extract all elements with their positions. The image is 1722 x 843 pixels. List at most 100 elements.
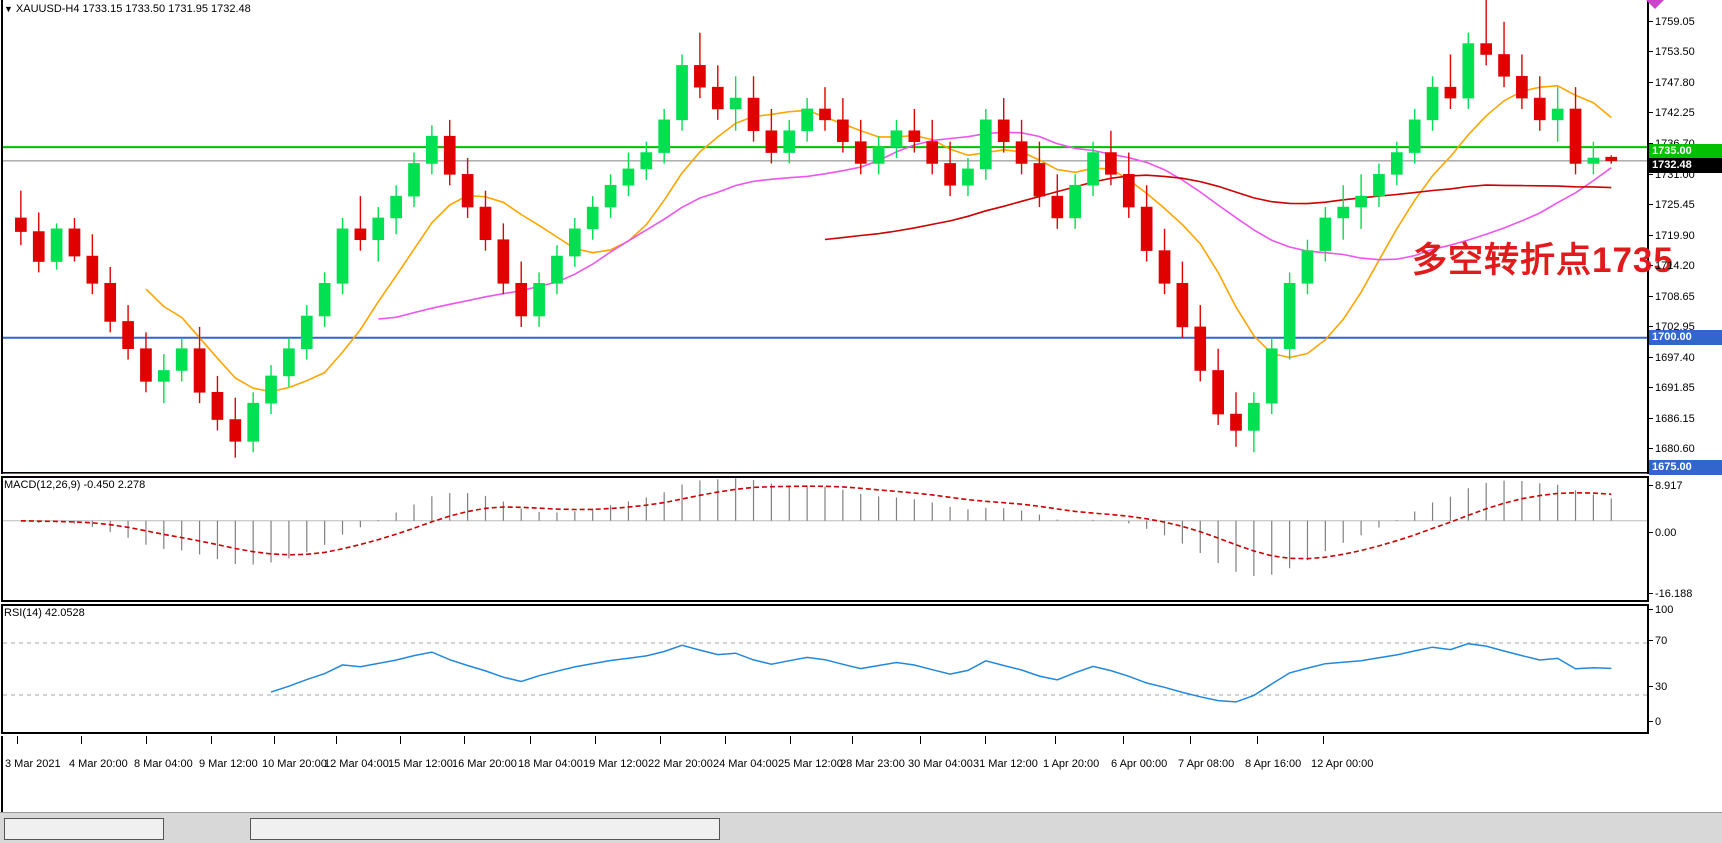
price-tick-label: 1719.90 [1649, 231, 1695, 242]
time-tick [530, 736, 531, 744]
candle-body [926, 141, 939, 164]
rsi-line [270, 642, 1612, 703]
price-tick-label: 1680.60 [1649, 444, 1695, 455]
candle-body [247, 402, 260, 442]
price-tick-label: 1747.80 [1649, 78, 1695, 89]
candle-body [175, 348, 188, 371]
candle-body [283, 348, 295, 377]
macd-chart-plot[interactable] [3, 476, 1647, 602]
taskbar-button-1[interactable] [4, 818, 164, 840]
candle-body [461, 174, 474, 208]
candle-body [15, 217, 27, 232]
candle-body [1051, 195, 1064, 219]
time-axis-label: 9 Mar 12:00 [199, 758, 258, 770]
price-level-tag[interactable]: 1732.48 [1649, 158, 1722, 173]
price-tick-label: -16.188 [1649, 589, 1692, 600]
candle-body [1158, 250, 1171, 284]
time-axis-label: 30 Mar 04:00 [908, 758, 973, 770]
candle-body [372, 217, 385, 241]
chart-annotation-text: 多空转折点1735 [1412, 241, 1674, 280]
candle-body [390, 195, 402, 219]
moving-average-line-ma-mid [378, 131, 1612, 320]
candle-body [979, 119, 992, 170]
rsi-chart-plot[interactable] [3, 604, 1647, 734]
price-tick-label: 70 [1649, 636, 1667, 647]
price-chart-plot[interactable] [3, 0, 1647, 474]
candle-body [962, 168, 974, 186]
time-tick [146, 736, 147, 744]
time-tick [1257, 736, 1258, 744]
time-axis-label: 6 Apr 00:00 [1111, 758, 1168, 770]
price-tick-label: 100 [1649, 605, 1673, 616]
time-axis-label: 15 Mar 12:00 [388, 758, 453, 770]
price-tick-label: 1714.20 [1649, 261, 1695, 272]
candle-body [1444, 86, 1457, 99]
taskbar-button-2[interactable] [250, 818, 720, 840]
price-level-tag[interactable]: 1735.00 [1649, 144, 1722, 159]
time-tick [1323, 736, 1324, 744]
candle-body [1480, 43, 1493, 55]
time-tick [81, 736, 82, 744]
time-axis-label: 4 Mar 20:00 [69, 758, 128, 770]
price-tick-label: 1708.65 [1649, 292, 1695, 303]
time-tick [852, 736, 853, 744]
macd-pane[interactable]: MACD(12,26,9) -0.450 2.278 8.917 0.00 -16.… [0, 476, 1722, 602]
rsi-axis-line [1647, 604, 1649, 734]
time-axis-label: 28 Mar 23:00 [840, 758, 905, 770]
candle-body [122, 321, 134, 349]
candle-body [747, 97, 760, 132]
candle-body [1355, 195, 1367, 208]
candle-body [854, 141, 867, 164]
candle-body [50, 228, 63, 262]
candle-body [1587, 157, 1600, 164]
candle-body [86, 255, 99, 284]
time-axis-label: 7 Apr 08:00 [1178, 758, 1235, 770]
candle-body [336, 228, 349, 284]
price-level-tag[interactable]: 1700.00 [1649, 330, 1722, 345]
macd-scale: 8.917 0.00 -16.188 [1649, 476, 1722, 602]
candle-body [515, 283, 528, 317]
candle-body [1462, 43, 1475, 99]
price-tick-label: 1742.25 [1649, 108, 1695, 119]
candle-body [229, 419, 242, 442]
candle-body [819, 108, 831, 121]
price-scale[interactable]: 1759.051753.501747.801742.251736.701731.… [1649, 0, 1722, 475]
candle-body [140, 348, 152, 382]
candle-body [1516, 75, 1528, 99]
price-level-tag[interactable]: 1675.00 [1649, 460, 1722, 475]
candle-body [872, 146, 885, 164]
rsi-indicator-label: RSI(14) 42.0528 [4, 607, 85, 619]
price-pane[interactable]: ▼ XAUUSD-H4 1733.15 1733.50 1731.95 1732.… [0, 0, 1722, 475]
price-tick-label: 8.917 [1649, 481, 1683, 492]
time-axis-label: 1 Apr 20:00 [1043, 758, 1100, 770]
candle-body [479, 206, 492, 241]
candle-body [1498, 54, 1510, 77]
candle-body [32, 231, 45, 262]
price-tick-label: 1691.85 [1649, 383, 1695, 394]
candle-body [157, 370, 170, 382]
candle-body [997, 119, 1010, 142]
time-tick [400, 736, 401, 744]
candlestick-series[interactable] [15, 0, 1618, 458]
candle-body [1248, 402, 1260, 431]
candle-body [1176, 283, 1189, 328]
time-axis-label: 3 Mar 2021 [5, 758, 61, 770]
time-axis-label: 12 Apr 00:00 [1311, 758, 1374, 770]
candle-body [443, 135, 456, 175]
candle-body [1533, 97, 1546, 121]
candle-body [944, 163, 956, 186]
rsi-pane-frame [1, 604, 1647, 734]
symbol-header: ▼ XAUUSD-H4 1733.15 1733.50 1731.95 1732.… [4, 3, 251, 15]
candle-body [711, 86, 724, 110]
macd-pane-frame [1, 476, 1647, 602]
collapse-triangle-icon[interactable]: ▼ [4, 4, 13, 14]
price-tick-label: 0.00 [1649, 528, 1676, 539]
candle-body [1390, 152, 1403, 175]
rsi-pane[interactable]: RSI(14) 42.0528 100 70 30 0 [0, 604, 1722, 734]
chart-top-marker-icon [1646, 0, 1664, 9]
macd-signal-line [20, 485, 1612, 560]
time-axis-label: 8 Apr 16:00 [1245, 758, 1302, 770]
time-axis-label: 16 Mar 20:00 [452, 758, 517, 770]
price-tick-label: 1753.50 [1649, 47, 1695, 58]
